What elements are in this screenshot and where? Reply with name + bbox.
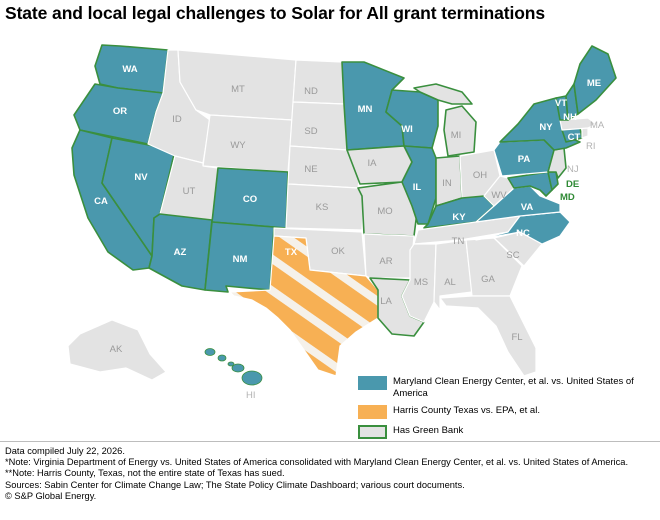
- state-WV: [483, 175, 515, 207]
- label-OH: OH: [473, 170, 487, 181]
- state-FL: [439, 295, 537, 377]
- legend-label: Has Green Bank: [393, 425, 464, 436]
- label-MO: MO: [377, 206, 392, 217]
- footnote-virginia: *Note: Virginia Department of Energy vs.…: [5, 457, 629, 468]
- label-IN: IN: [442, 178, 452, 189]
- label-SC: SC: [506, 250, 519, 261]
- legend-label: Maryland Clean Energy Center, et al. vs.…: [393, 376, 634, 399]
- us-states-map: WA OR CA NV ID MT WY UT AZ CO NM ND SD N…: [67, 44, 617, 401]
- label-GA: GA: [481, 274, 495, 285]
- label-SD: SD: [304, 126, 317, 137]
- label-VA: VA: [521, 202, 534, 213]
- label-NM: NM: [233, 254, 248, 265]
- label-TX: TX: [285, 247, 298, 258]
- state-AR: [363, 233, 415, 279]
- label-AR: AR: [379, 256, 392, 267]
- label-ND: ND: [304, 86, 318, 97]
- state-IL: [401, 145, 437, 225]
- legend: Maryland Clean Energy Center, et al. vs.…: [358, 376, 648, 445]
- label-MS: MS: [414, 277, 428, 288]
- label-UT: UT: [183, 186, 196, 197]
- footnotes: Data compiled July 22, 2026. *Note: Virg…: [0, 441, 660, 520]
- label-VT: VT: [555, 98, 567, 109]
- label-WI: WI: [401, 124, 413, 135]
- state-MA: [559, 117, 597, 131]
- label-IL: IL: [413, 182, 422, 193]
- label-KS: KS: [316, 202, 329, 213]
- label-NJ: NJ: [567, 164, 579, 175]
- label-NH: NH: [563, 112, 577, 123]
- label-CT: CT: [568, 132, 581, 143]
- legend-swatch-blue: [358, 376, 387, 390]
- footnote-date: Data compiled July 22, 2026.: [5, 446, 125, 456]
- label-RI: RI: [586, 141, 596, 152]
- label-NV: NV: [134, 172, 148, 183]
- label-AK: AK: [110, 344, 123, 355]
- legend-label: Harris County Texas vs. EPA, et al.: [393, 405, 540, 416]
- footnote-harris: **Note: Harris County, Texas, not the en…: [5, 468, 285, 479]
- label-PA: PA: [518, 154, 531, 165]
- state-ND: [292, 59, 345, 105]
- state-MI-upper: [413, 83, 473, 105]
- state-GA: [465, 237, 523, 297]
- legend-item-green-bank: Has Green Bank: [358, 425, 648, 439]
- label-KY: KY: [452, 212, 466, 223]
- label-AL: AL: [444, 277, 456, 288]
- footnote-copyright: © S&P Global Energy.: [5, 490, 97, 501]
- label-IA: IA: [368, 158, 378, 169]
- label-NE: NE: [304, 164, 317, 175]
- state-NM: [204, 221, 275, 293]
- label-HI: HI: [246, 390, 256, 401]
- label-TN: TN: [452, 236, 465, 247]
- state-ME: [573, 45, 617, 115]
- label-ME: ME: [587, 78, 601, 89]
- state-NC: [475, 211, 571, 245]
- state-SD: [289, 101, 348, 151]
- label-WA: WA: [122, 64, 137, 75]
- state-MI: [443, 105, 477, 157]
- label-NY: NY: [539, 122, 553, 133]
- label-DE: DE: [566, 179, 579, 190]
- state-labels: WA OR CA NV ID MT WY UT AZ CO NM ND SD N…: [94, 64, 605, 401]
- label-ID: ID: [172, 114, 182, 125]
- label-MA: MA: [590, 120, 605, 131]
- label-CO: CO: [243, 194, 257, 205]
- label-MD: MD: [560, 192, 575, 203]
- label-MT: MT: [231, 84, 245, 95]
- legend-item-harris-case: Harris County Texas vs. EPA, et al.: [358, 405, 648, 419]
- label-MN: MN: [358, 104, 373, 115]
- label-FL: FL: [511, 332, 522, 343]
- label-CA: CA: [94, 196, 108, 207]
- footnote-sources: Sources: Sabin Center for Climate Change…: [5, 479, 465, 490]
- label-MI: MI: [451, 130, 462, 141]
- state-HI: [204, 348, 263, 386]
- legend-swatch-orange: [358, 405, 387, 419]
- label-OR: OR: [113, 106, 127, 117]
- label-OK: OK: [331, 246, 345, 257]
- legend-swatch-green-outline: [358, 425, 387, 439]
- label-NC: NC: [516, 228, 530, 239]
- state-AK: [67, 319, 167, 381]
- state-RI: [581, 127, 589, 139]
- label-WY: WY: [230, 140, 246, 151]
- label-AZ: AZ: [174, 247, 187, 258]
- state-WY: [202, 114, 293, 173]
- label-WV: WV: [491, 190, 507, 201]
- label-LA: LA: [380, 296, 392, 307]
- legend-item-maryland-case: Maryland Clean Energy Center, et al. vs.…: [358, 376, 648, 399]
- map-title: State and local legal challenges to Sola…: [5, 3, 546, 23]
